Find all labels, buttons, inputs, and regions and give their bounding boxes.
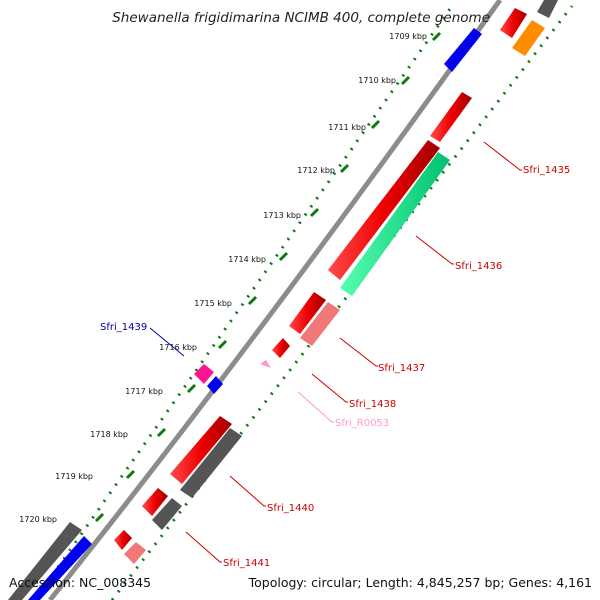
label-sfri-1435[interactable]: Sfri_1435 [523,165,570,176]
map-title: Shewanella frigidimarina NCIMB 400, comp… [112,10,490,26]
label-sfri-1438[interactable]: Sfri_1438 [349,399,396,410]
gene-sfri-1436-red[interactable] [328,140,440,280]
gene-sfri-1441-red[interactable] [142,488,168,516]
label-sfri-1436[interactable]: Sfri_1436 [455,261,502,272]
scale-ticks [94,31,442,523]
gene-grey-topright[interactable] [537,0,558,18]
leader-sfri-1439 [149,327,185,357]
gene-sfri-r0053[interactable] [260,360,271,368]
gene-small-pink-bottom[interactable] [124,542,146,564]
tick-track-inner [110,5,574,600]
genome-backbone [48,0,503,600]
tick-label-1713: 1713 kbp [263,211,301,220]
label-sfri-1439[interactable]: Sfri_1439 [100,322,147,333]
label-sfri-1437[interactable]: Sfri_1437 [378,363,425,374]
gene-orange-topright[interactable] [512,20,545,56]
tick-label-1716: 1716 kbp [159,343,197,352]
gene-sfri-1439-blue[interactable] [207,376,223,394]
tick-label-1714: 1714 kbp [228,255,266,264]
tick-label-1709: 1709 kbp [389,32,427,41]
label-sfri-1440[interactable]: Sfri_1440 [267,503,314,514]
tick-label-1719: 1719 kbp [55,472,93,481]
label-sfri-1441[interactable]: Sfri_1441 [223,558,270,569]
tick-track-outer [33,5,454,600]
gene-sfri-1437[interactable] [289,292,326,334]
gene-grey-bottomleft[interactable] [8,522,82,600]
tick-label-1712: 1712 kbp [297,166,335,175]
genome-summary: Topology: circular; Length: 4,845,257 bp… [248,575,592,590]
gene-sfri-1435[interactable] [430,92,472,142]
gene-sfri-1440-grey[interactable] [180,428,242,498]
gene-small-red[interactable] [272,338,290,358]
gene-red-topright[interactable] [500,8,527,38]
gene-small-red-bottom[interactable] [114,530,132,550]
gene-sfri-1440-red[interactable] [170,416,232,484]
gene-blue-bottomleft[interactable] [28,536,92,600]
tick-label-1710: 1710 kbp [358,76,396,85]
leader-sfri-r0053 [297,391,334,423]
gene-sfri-1439-magenta[interactable] [194,364,214,384]
tick-label-1717: 1717 kbp [125,387,163,396]
tick-label-1718: 1718 kbp [90,430,128,439]
gene-sfri-1438[interactable] [300,302,340,346]
tick-label-1711: 1711 kbp [328,123,366,132]
tick-label-1720: 1720 kbp [19,515,57,524]
tick-label-1715: 1715 kbp [194,299,232,308]
gene-blue-top[interactable] [444,28,482,72]
gene-sfri-1436-green[interactable] [340,152,450,296]
leader-lines [185,141,522,563]
label-sfri-r0053[interactable]: Sfri_R0053 [335,418,389,429]
gene-sfri-1441-grey[interactable] [152,498,182,530]
accession-text: Accession: NC_008345 [9,575,152,590]
